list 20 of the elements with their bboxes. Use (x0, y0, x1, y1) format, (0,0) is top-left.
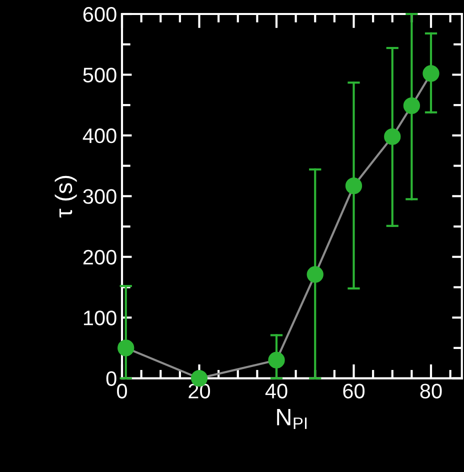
y-tick-label: 400 (82, 128, 116, 144)
y-axis-title: τ (s) (54, 176, 77, 218)
y-tick-label: 500 (83, 68, 116, 82)
point (384, 128, 401, 145)
y-tick-label: 0 (106, 371, 116, 386)
y-tick-label: 600 (83, 7, 116, 22)
point (306, 266, 324, 283)
point (268, 352, 285, 368)
x-tick-label: 40 (265, 384, 288, 398)
point (403, 97, 420, 114)
x-axis-title: N$_{PI}$ (277, 408, 307, 429)
x-tick-label: 80 (420, 384, 442, 398)
y-tick-label: 200 (83, 250, 116, 265)
y-tick-label: 100 (84, 310, 116, 326)
x-tick-label: 60 (343, 384, 365, 398)
x-tick-label: 0 (117, 384, 127, 398)
y-tick-label: 300 (83, 189, 116, 204)
point (118, 340, 134, 356)
point (345, 177, 362, 194)
point (422, 65, 440, 82)
